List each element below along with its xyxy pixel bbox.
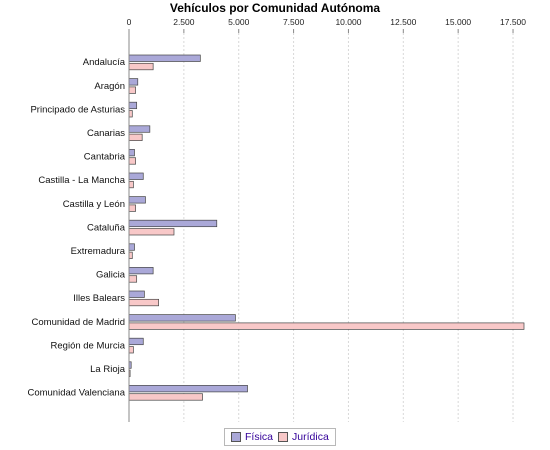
category-label-canarias: Canarias xyxy=(87,128,125,139)
x-tick-label: 12.500 xyxy=(390,17,416,27)
bar-fisica-andalucia xyxy=(128,54,201,62)
x-tick-label: 10.000 xyxy=(335,17,361,27)
chart-title: Vehículos por Comunidad Autónoma xyxy=(169,1,381,15)
bar-fisica-comunidad-de-madrid xyxy=(128,314,236,322)
category-label-cataluna: Cataluña xyxy=(87,222,126,233)
x-tick-label: 15.000 xyxy=(445,17,471,27)
category-labels: Andalucía Aragón Principado de Asturias Can… xyxy=(27,57,125,398)
bar-fisica-castilla-y-leon xyxy=(128,196,146,204)
bar-juridica-cantabria xyxy=(128,157,136,165)
x-tick-label: 5.000 xyxy=(228,17,250,27)
bar-fisica-extremadura xyxy=(128,243,135,251)
legend-swatch-juridica xyxy=(278,432,289,442)
bar-fisica-cantabria xyxy=(128,149,135,157)
bar-fisica-galicia xyxy=(128,267,154,275)
bar-juridica-comunidad-de-madrid xyxy=(128,322,525,330)
bar-fisica-castilla-la-mancha xyxy=(128,172,144,180)
category-label-illes-balears: Illes Balears xyxy=(73,293,125,304)
bars xyxy=(128,54,525,401)
x-axis-ticks: 0 2.500 5.000 7.500 10.000 12.500 15.000 17.500 xyxy=(127,17,526,33)
category-label-galicia: Galicia xyxy=(96,270,126,281)
bar-fisica-canarias xyxy=(128,125,151,133)
category-label-comunidad-valenciana: Comunidad Valenciana xyxy=(27,388,125,399)
category-label-aragon: Aragón xyxy=(94,81,125,92)
x-tick-label: 2.500 xyxy=(173,17,195,27)
legend-item-juridica: Jurídica xyxy=(278,431,329,443)
bar-juridica-canarias xyxy=(128,133,143,141)
bar-juridica-comunidad-valenciana xyxy=(128,393,203,401)
category-label-andalucia: Andalucía xyxy=(83,57,126,68)
category-label-comunidad-de-madrid: Comunidad de Madrid xyxy=(32,317,125,328)
legend: Física Jurídica xyxy=(224,428,336,446)
x-tick-label: 17.500 xyxy=(500,17,526,27)
gridlines xyxy=(183,33,514,422)
bar-juridica-galicia xyxy=(128,275,138,283)
bar-fisica-illes-balears xyxy=(128,290,145,298)
category-label-la-rioja: La Rioja xyxy=(90,364,126,375)
x-tick-label: 0 xyxy=(127,17,132,27)
bar-fisica-comunidad-valenciana xyxy=(128,385,248,393)
category-label-castilla-la-mancha: Castilla - La Mancha xyxy=(38,175,125,186)
bar-juridica-aragon xyxy=(128,86,136,94)
legend-label-juridica: Jurídica xyxy=(292,431,329,443)
bar-juridica-illes-balears xyxy=(128,298,159,307)
bar-fisica-principado-de-asturias xyxy=(128,101,138,110)
legend-item-fisica: Física xyxy=(231,431,273,443)
bar-juridica-cataluna xyxy=(128,228,175,236)
category-label-extremadura: Extremadura xyxy=(71,246,126,257)
bar-fisica-cataluna xyxy=(128,219,218,228)
legend-swatch-fisica xyxy=(231,432,241,442)
bar-juridica-region-de-murcia xyxy=(128,346,134,354)
bar-juridica-castilla-y-leon xyxy=(128,204,136,212)
legend-label-fisica: Física xyxy=(245,431,274,443)
bar-juridica-andalucia xyxy=(128,62,154,71)
x-tick-label: 7.500 xyxy=(283,17,305,27)
category-label-castilla-y-leon: Castilla y León xyxy=(63,199,125,210)
bar-fisica-aragon xyxy=(128,78,139,86)
bar-juridica-castilla-la-mancha xyxy=(128,180,134,189)
category-label-region-de-murcia: Región de Murcia xyxy=(51,340,126,351)
category-label-principado-de-asturias: Principado de Asturias xyxy=(30,104,125,115)
category-label-cantabria: Cantabria xyxy=(84,152,126,163)
bar-fisica-region-de-murcia xyxy=(128,337,144,346)
